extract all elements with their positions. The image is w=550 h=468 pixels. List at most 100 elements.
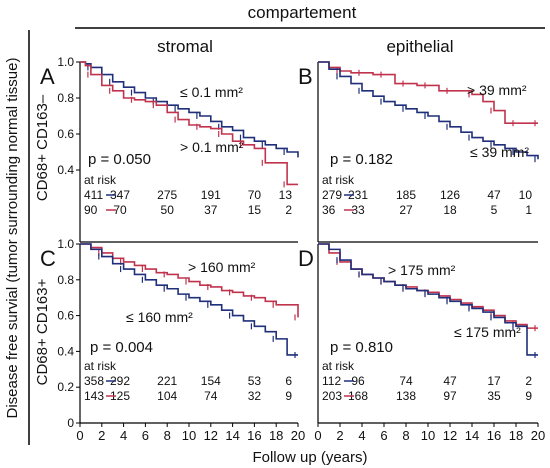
x-tick-label: 0 — [76, 428, 83, 443]
at-risk-value: 18 — [443, 203, 457, 217]
y-tick-label: 1.0 — [57, 237, 74, 251]
at-risk-value: 10 — [519, 188, 533, 202]
p-value: p = 0.004 — [90, 339, 153, 356]
at-risk-value: 53 — [248, 374, 262, 388]
y-tick-label: 0.2 — [57, 380, 74, 394]
at-risk-value: 203 — [322, 389, 342, 403]
x-axis-label: Follow up (years) — [252, 449, 367, 466]
at-risk-value: 15 — [248, 203, 262, 217]
y-tick-label: 0.8 — [57, 273, 74, 287]
at-risk-value: 347 — [110, 188, 130, 202]
y-tick-label: 0.8 — [57, 91, 74, 105]
x-tick-label: 18 — [509, 428, 523, 443]
x-tick-label: 16 — [487, 428, 501, 443]
at-risk-value: 17 — [487, 374, 501, 388]
y-tick-label: 0.4 — [57, 344, 74, 358]
p-value: p = 0.810 — [330, 339, 393, 356]
x-tick-label: 12 — [443, 428, 457, 443]
km-curve — [318, 243, 538, 329]
at-risk-value: 36 — [322, 203, 336, 217]
curve-label: > 0.1 mm² — [180, 139, 244, 155]
at-risk-value: 70 — [248, 188, 262, 202]
at-risk-label: at risk — [322, 359, 355, 373]
at-risk-value: 143 — [84, 389, 104, 403]
curve-label: > 39 mm² — [467, 82, 527, 98]
x-tick-label: 10 — [182, 428, 196, 443]
at-risk-value: 97 — [443, 389, 457, 403]
at-risk-value: 292 — [110, 374, 130, 388]
at-risk-value: 6 — [285, 374, 292, 388]
at-risk-value: 33 — [351, 203, 365, 217]
column-label-epithelial: epithelial — [386, 37, 453, 56]
curve-label: ≤ 160 mm² — [126, 309, 193, 325]
at-risk-value: 231 — [348, 188, 368, 202]
x-tick-label: 0 — [314, 428, 321, 443]
km-curve — [318, 243, 538, 356]
x-tick-label: 8 — [164, 428, 171, 443]
x-tick-label: 18 — [269, 428, 283, 443]
at-risk-value: 154 — [201, 374, 221, 388]
at-risk-value: 13 — [279, 188, 293, 202]
curve-label: ≤ 175 mm² — [454, 324, 521, 340]
y-tick-label: 0.6 — [57, 309, 74, 323]
at-risk-value: 104 — [157, 389, 177, 403]
y-tick-label: 0.6 — [57, 127, 74, 141]
y-axis-label: Disease free survial (tumor surrounding … — [4, 58, 21, 419]
at-risk-value: 90 — [84, 203, 98, 217]
at-risk-value: 185 — [396, 188, 416, 202]
at-risk-value: 74 — [204, 389, 218, 403]
at-risk-value: 32 — [248, 389, 262, 403]
x-tick-label: 16 — [247, 428, 261, 443]
at-risk-value: 168 — [348, 389, 368, 403]
panel-letter: C — [40, 246, 56, 271]
x-tick-label: 6 — [380, 428, 387, 443]
panel-letter: D — [298, 246, 314, 271]
at-risk-value: 125 — [110, 389, 130, 403]
at-risk-value: 96 — [351, 374, 365, 388]
header-label: compartement — [248, 3, 357, 22]
at-risk-value: 279 — [322, 188, 342, 202]
at-risk-value: 47 — [487, 188, 501, 202]
at-risk-value: 9 — [525, 389, 532, 403]
curve-label: > 160 mm² — [188, 259, 256, 275]
at-risk-value: 74 — [399, 374, 413, 388]
km-curve — [318, 61, 539, 160]
at-risk-value: 37 — [204, 203, 218, 217]
km-curve — [80, 243, 298, 356]
at-risk-label: at risk — [84, 359, 117, 373]
panel-letter: A — [40, 64, 55, 89]
x-tick-label: 6 — [142, 428, 149, 443]
at-risk-value: 358 — [84, 374, 104, 388]
row-label-cd163-pos: CD68+ CD163+ — [34, 278, 51, 385]
at-risk-value: 50 — [161, 203, 175, 217]
at-risk-value: 411 — [84, 188, 103, 202]
at-risk-label: at risk — [84, 173, 117, 187]
x-tick-label: 12 — [204, 428, 218, 443]
at-risk-value: 275 — [157, 188, 177, 202]
x-tick-label: 4 — [120, 428, 127, 443]
at-risk-value: 27 — [399, 203, 413, 217]
row-label-cd163-neg: CD68+ CD163– — [34, 94, 51, 201]
at-risk-value: 221 — [157, 374, 177, 388]
x-tick-label: 10 — [421, 428, 435, 443]
at-risk-value: 2 — [285, 203, 292, 217]
at-risk-value: 1 — [525, 203, 532, 217]
km-curve — [80, 61, 298, 186]
curve-label: ≤ 0.1 mm² — [180, 84, 243, 100]
x-tick-label: 2 — [336, 428, 343, 443]
curve-label: ≤ 39 mm² — [470, 144, 529, 160]
at-risk-value: 112 — [322, 374, 341, 388]
at-risk-value: 9 — [285, 389, 292, 403]
panel-letter: B — [298, 64, 313, 89]
x-tick-label: 8 — [402, 428, 409, 443]
x-tick-label: 4 — [358, 428, 365, 443]
at-risk-value: 138 — [396, 389, 416, 403]
km-curve — [80, 243, 299, 318]
at-risk-value: 5 — [491, 203, 498, 217]
y-tick-label: 0 — [67, 416, 74, 430]
at-risk-label: at risk — [322, 173, 355, 187]
column-label-stromal: stromal — [157, 37, 213, 56]
at-risk-value: 126 — [440, 188, 460, 202]
at-risk-value: 47 — [443, 374, 457, 388]
